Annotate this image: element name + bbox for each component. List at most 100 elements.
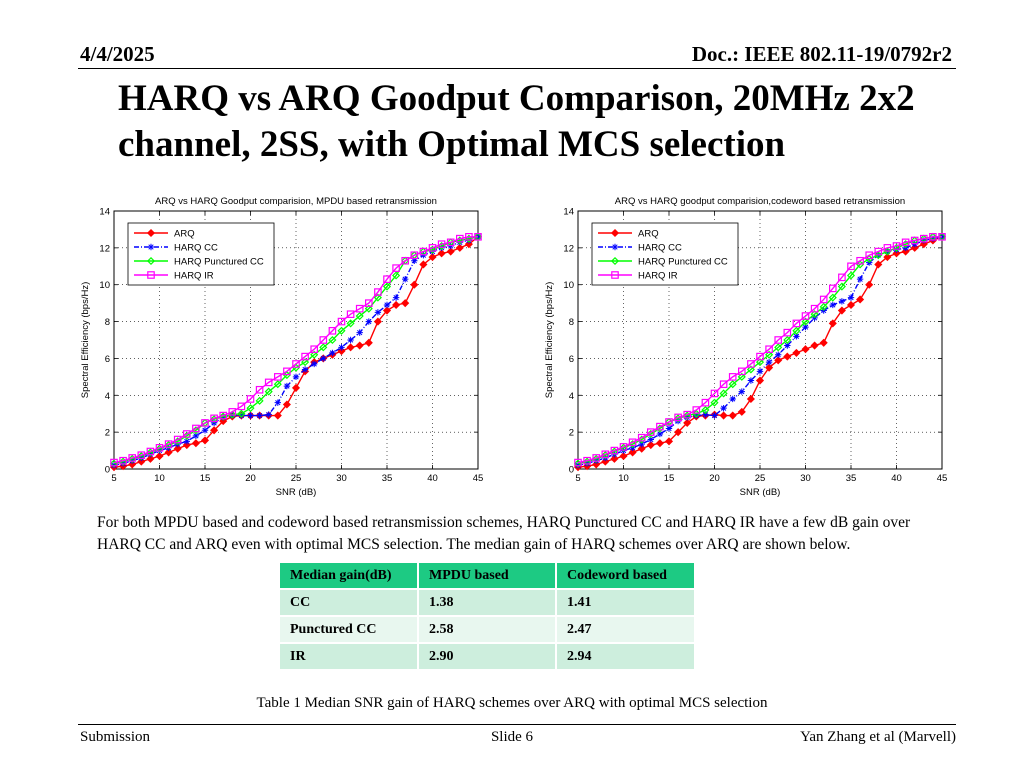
data-point: [838, 298, 846, 305]
data-point: [792, 348, 801, 357]
table-header-row: Median gain(dB) MPDU based Codeword base…: [278, 561, 696, 590]
data-point: [311, 360, 318, 368]
data-point: [364, 304, 373, 313]
data-point: [283, 382, 291, 390]
x-tick-label: 5: [575, 473, 580, 484]
data-point: [601, 450, 610, 459]
chart-mpdu-retransmission: ARQ vs HARQ Goodput comparision, MPDU ba…: [74, 190, 486, 505]
data-point: [938, 232, 946, 241]
legend-entry: HARQ IR: [174, 271, 214, 282]
data-point: [365, 318, 372, 325]
data-point: [746, 394, 755, 404]
data-point: [883, 253, 892, 262]
y-tick-label: 0: [105, 465, 110, 476]
data-point: [792, 326, 801, 335]
data-point: [664, 437, 674, 446]
data-point: [346, 310, 355, 319]
data-point: [828, 293, 837, 302]
data-point: [191, 439, 200, 448]
data-point: [819, 338, 828, 347]
data-point: [592, 454, 601, 462]
data-point: [646, 440, 655, 450]
x-tick-label: 40: [427, 473, 438, 484]
table-cell: 2.47: [555, 615, 696, 644]
data-point: [747, 377, 755, 384]
y-tick-label: 0: [569, 465, 574, 476]
data-point: [455, 243, 464, 252]
data-point: [237, 409, 246, 418]
data-point: [874, 247, 883, 256]
data-point: [929, 232, 937, 241]
x-tick-label: 5: [111, 473, 116, 484]
data-point: [428, 244, 437, 252]
data-point: [337, 317, 346, 326]
data-point: [801, 345, 810, 354]
data-point: [656, 422, 664, 431]
data-point: [146, 454, 155, 463]
data-point: [246, 404, 255, 413]
legend-entry: HARQ IR: [638, 271, 678, 282]
series-harq-ir: [574, 232, 946, 467]
data-point: [347, 336, 354, 344]
slide-title: HARQ vs ARQ Goodput Comparison, 20MHz 2x…: [118, 78, 915, 165]
data-point: [228, 410, 237, 419]
data-point: [355, 311, 364, 321]
data-point: [828, 319, 837, 328]
header-date: 4/4/2025: [80, 42, 155, 66]
data-point: [838, 273, 846, 282]
data-point: [255, 396, 264, 405]
data-point: [746, 365, 755, 374]
data-point: [265, 411, 272, 418]
data-point: [784, 342, 791, 349]
data-point: [173, 444, 182, 453]
data-point: [301, 358, 310, 367]
data-point: [246, 395, 255, 403]
y-axis-label: Spectral Efficiency (bps/Hz): [544, 282, 555, 399]
data-point: [446, 238, 455, 247]
table-row: CC 1.38 1.41: [278, 588, 696, 617]
data-point: [383, 301, 391, 309]
data-point: [846, 271, 856, 280]
data-point: [683, 411, 692, 420]
data-point: [201, 427, 209, 434]
data-point: [410, 280, 419, 289]
data-point: [637, 433, 646, 442]
median-gain-table: Median gain(dB) MPDU based Codeword base…: [278, 561, 696, 671]
data-point: [392, 300, 401, 310]
footer-rule: [78, 724, 956, 725]
data-point: [264, 378, 273, 387]
data-point: [856, 295, 865, 304]
legend-entry: ARQ: [174, 229, 195, 240]
data-point: [920, 234, 928, 243]
data-point: [674, 413, 682, 422]
data-point: [182, 430, 191, 438]
data-point: [810, 310, 819, 319]
header-rule: [78, 68, 956, 69]
data-point: [456, 234, 464, 243]
data-point: [173, 435, 182, 444]
data-point: [829, 301, 836, 309]
footer-submission: Submission: [80, 729, 151, 745]
series-harq-ir: [110, 232, 482, 467]
data-point: [319, 343, 328, 352]
data-point: [355, 304, 364, 313]
y-axis-label: Spectral Efficiency (bps/Hz): [80, 282, 91, 399]
data-point: [846, 300, 856, 310]
x-tick-label: 10: [154, 473, 165, 484]
data-point: [783, 328, 792, 337]
data-point: [274, 399, 281, 406]
data-point: [147, 271, 155, 279]
x-tick-label: 35: [846, 473, 857, 484]
data-point: [346, 343, 355, 352]
data-point: [810, 304, 819, 313]
data-point: [310, 350, 319, 359]
data-point: [628, 448, 637, 457]
data-point: [437, 249, 446, 258]
data-point: [710, 398, 719, 407]
data-point: [619, 443, 628, 451]
data-point: [374, 288, 382, 296]
legend: ARQ HARQ CC HARQ Punctured CC HARQ IR: [127, 222, 275, 286]
legend: ARQ HARQ CC HARQ Punctured CC HARQ IR: [591, 222, 739, 286]
data-point: [437, 240, 446, 248]
data-point: [892, 242, 901, 250]
